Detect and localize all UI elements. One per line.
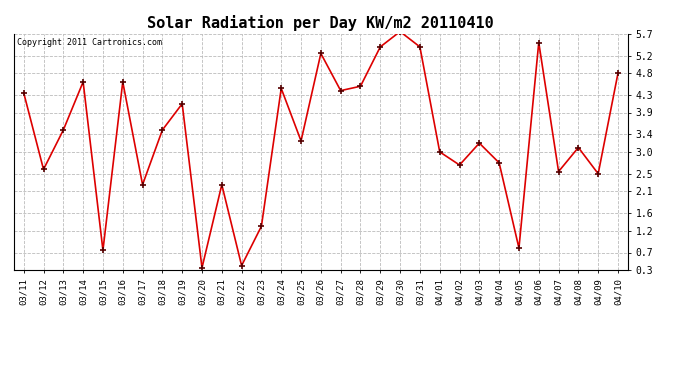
Text: Copyright 2011 Cartronics.com: Copyright 2011 Cartronics.com xyxy=(17,39,162,48)
Title: Solar Radiation per Day KW/m2 20110410: Solar Radiation per Day KW/m2 20110410 xyxy=(148,15,494,31)
